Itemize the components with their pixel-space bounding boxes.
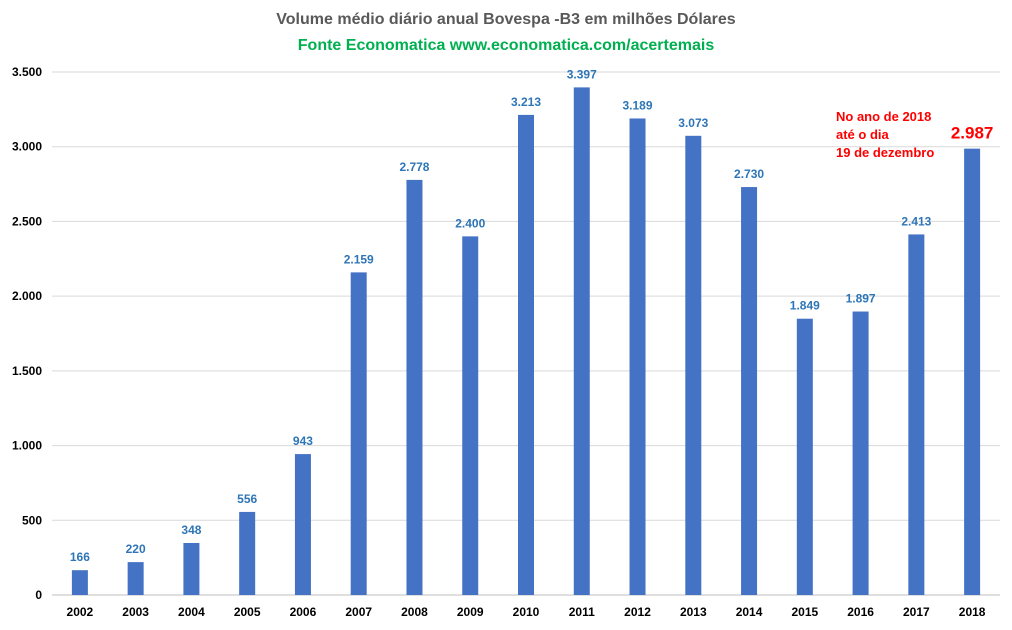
x-tick-label: 2007: [345, 605, 372, 619]
x-tick-label: 2004: [178, 605, 205, 619]
x-tick-label: 2017: [903, 605, 930, 619]
y-tick-label: 3.500: [12, 65, 42, 79]
data-label: 3.213: [511, 95, 541, 109]
bar: [462, 236, 479, 595]
bar: [629, 118, 646, 595]
annotation-line: até o dia: [836, 127, 889, 142]
data-label: 220: [126, 542, 146, 556]
data-label: 2.730: [734, 167, 764, 181]
x-tick-label: 2018: [959, 605, 986, 619]
chart-subtitle: Fonte Economatica www.economatica.com/ac…: [297, 37, 715, 54]
data-label: 2.400: [455, 216, 485, 230]
x-tick-label: 2008: [401, 605, 428, 619]
bar: [573, 87, 590, 595]
x-tick-label: 2015: [791, 605, 818, 619]
x-tick-label: 2006: [290, 605, 317, 619]
data-label: 3.073: [678, 116, 708, 130]
data-label: 1.849: [790, 299, 820, 313]
data-label: 556: [237, 492, 257, 506]
data-label: 2.987: [951, 124, 994, 143]
data-label: 1.897: [846, 292, 876, 306]
y-tick-label: 0: [35, 588, 42, 602]
bar: [350, 272, 367, 595]
annotation-note: No ano de 2018 até o dia 19 de dezembro: [836, 108, 934, 162]
y-tick-label: 2.000: [12, 289, 42, 303]
bar: [294, 454, 311, 595]
bar: [796, 318, 813, 595]
bar: [71, 570, 88, 595]
x-tick-label: 2003: [122, 605, 149, 619]
x-tick-label: 2005: [234, 605, 261, 619]
data-label: 2.778: [399, 160, 429, 174]
bar: [127, 562, 144, 595]
data-label: 348: [181, 523, 201, 537]
y-tick-label: 3.000: [12, 140, 42, 154]
data-label: 2.159: [344, 252, 374, 266]
bar: [183, 542, 200, 595]
chart-title: Volume médio diário anual Bovespa -B3 em…: [276, 11, 736, 28]
y-tick-label: 1.500: [12, 364, 42, 378]
y-tick-label: 2.500: [12, 214, 42, 228]
x-tick-label: 2014: [736, 605, 763, 619]
x-tick-label: 2002: [67, 605, 94, 619]
bar: [406, 179, 423, 595]
y-tick-label: 500: [22, 513, 42, 527]
bar: [964, 148, 981, 595]
annotation-line: No ano de 2018: [836, 109, 932, 124]
x-tick-label: 2010: [513, 605, 540, 619]
bar: [741, 187, 758, 595]
data-label: 3.189: [623, 98, 653, 112]
x-tick-label: 2011: [569, 605, 595, 619]
bar: [685, 135, 702, 595]
data-label: 3.397: [567, 67, 597, 81]
annotation-line: 19 de dezembro: [836, 145, 935, 160]
x-tick-label: 2009: [457, 605, 484, 619]
bar: [908, 234, 925, 595]
x-tick-label: 2016: [847, 605, 874, 619]
data-label: 943: [293, 434, 313, 448]
bar: [518, 114, 534, 596]
x-tick-label: 2013: [680, 605, 707, 619]
y-tick-label: 1.000: [12, 439, 42, 453]
data-label: 166: [70, 550, 90, 564]
data-label: 2.413: [901, 214, 931, 228]
bar: [239, 511, 256, 595]
x-tick-label: 2012: [624, 605, 651, 619]
bar: [852, 311, 869, 595]
